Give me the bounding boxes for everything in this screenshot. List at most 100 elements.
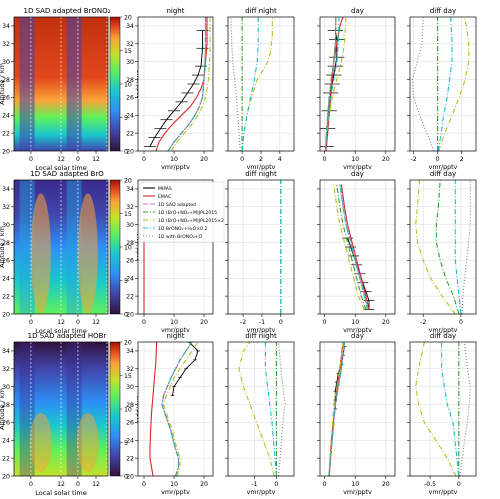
x-tick-label: 10 bbox=[351, 156, 359, 163]
x-tick-label: 0 bbox=[142, 481, 146, 488]
heatmap-panel: 1D SAD adapted BrO 20 22 24 26 28 30 32 34 0 12 0 12… bbox=[0, 170, 142, 335]
colorbar-tick-label: 10 bbox=[124, 406, 132, 413]
y-axis-label: Altitude / km bbox=[0, 388, 6, 430]
plot-area bbox=[410, 180, 476, 314]
plot-frame bbox=[137, 16, 214, 152]
y-tick-label: 24 bbox=[2, 276, 10, 283]
x-tick-label: 0 bbox=[29, 156, 33, 163]
x-tick-label: 12 bbox=[92, 481, 100, 488]
series-line bbox=[328, 342, 344, 476]
y-tick-label: 30 bbox=[2, 384, 10, 391]
series-line bbox=[149, 342, 158, 476]
plot-frame bbox=[137, 179, 214, 315]
x-tick-label: 0 bbox=[459, 319, 463, 326]
y-tick-label: 30 bbox=[2, 222, 10, 229]
plot-frame bbox=[227, 341, 295, 477]
heatmap-title: 1D SAD adapted HOBr bbox=[28, 332, 107, 340]
x-tick-label: 4 bbox=[278, 156, 282, 163]
series-line bbox=[324, 17, 340, 151]
series-line bbox=[340, 184, 369, 310]
day-maximum bbox=[77, 193, 98, 314]
x-tick-label: 0 bbox=[323, 481, 327, 488]
y-tick-label: 26 bbox=[2, 95, 10, 102]
x-axis-label: vmr/pptv bbox=[247, 164, 276, 171]
x-tick-label: -2 bbox=[420, 319, 426, 326]
series-line bbox=[241, 17, 259, 151]
x-tick-label: 0 bbox=[274, 481, 278, 488]
y-tick-label: 22 bbox=[126, 130, 134, 137]
y-tick-label: 24 bbox=[126, 276, 134, 283]
y-tick-label: 28 bbox=[2, 77, 10, 84]
series-line bbox=[437, 17, 453, 151]
y-tick-label: 22 bbox=[2, 293, 10, 300]
x-axis-label: vmr/pptv bbox=[343, 164, 372, 171]
x-tick-label: 12 bbox=[57, 156, 65, 163]
panel-title: diff night bbox=[245, 332, 277, 340]
day-maximum bbox=[30, 193, 51, 314]
legend-label: 1D BrONO₂+H₂O×0.2 bbox=[158, 226, 207, 232]
colorbar-tick-label: 10 bbox=[124, 244, 132, 251]
y-tick-label: 34 bbox=[2, 186, 10, 193]
legend: MIPAS EMAC 1D SAD adapted 1D (BrO+NO₂+M)JPL… bbox=[139, 181, 225, 243]
heatmap-panel: 1D SAD adapted BrONO₂ 20 22 24 26 28 30 32 34 0 12… bbox=[0, 7, 142, 172]
profile-panel: 0 10 20 vmr/pptv day bbox=[317, 332, 396, 496]
colorbar bbox=[109, 16, 121, 152]
night-band bbox=[19, 17, 35, 151]
panel-title: day bbox=[351, 170, 364, 178]
profile-panel: 0 10 20 vmr/pptv day bbox=[317, 7, 396, 171]
y-tick-label: 20 bbox=[2, 473, 10, 480]
y-tick-label: 28 bbox=[2, 240, 10, 247]
x-tick-label: 2 bbox=[259, 156, 263, 163]
legend-label: 1D (BrO+NO₂+M)JPL2015 bbox=[158, 210, 217, 216]
x-axis-label: vmr/pptv bbox=[161, 164, 190, 171]
plot-area bbox=[410, 17, 476, 151]
series-line bbox=[155, 17, 208, 151]
series-line bbox=[339, 184, 368, 310]
series-line bbox=[328, 342, 346, 476]
panel-title: day bbox=[351, 7, 364, 15]
panel-title: diff night bbox=[245, 7, 277, 15]
y-tick-label: 34 bbox=[126, 348, 134, 355]
y-tick-label: 20 bbox=[126, 473, 134, 480]
y-tick-label: 20 bbox=[2, 148, 10, 155]
x-tick-label: -0.5 bbox=[424, 481, 436, 488]
colorbar-tick-label: 5 bbox=[124, 278, 128, 285]
x-tick-label: 10 bbox=[351, 481, 359, 488]
y-tick-label: 24 bbox=[126, 438, 134, 445]
y-tick-label: 22 bbox=[126, 293, 134, 300]
y-tick-label: 24 bbox=[126, 113, 134, 120]
y-tick-label: 30 bbox=[2, 59, 10, 66]
x-axis-label: vmr/pptv bbox=[429, 164, 458, 171]
y-tick-label: 20 bbox=[126, 311, 134, 318]
y-tick-label: 30 bbox=[126, 384, 134, 391]
plot-frame bbox=[227, 179, 295, 315]
y-tick-label: 34 bbox=[126, 186, 134, 193]
x-tick-label: 20 bbox=[200, 156, 208, 163]
series-line bbox=[415, 180, 456, 314]
x-tick-label: 0 bbox=[457, 481, 461, 488]
x-tick-label: 20 bbox=[200, 481, 208, 488]
y-tick-label: 28 bbox=[126, 240, 134, 247]
heatmap-title: 1D SAD adapted BrO bbox=[30, 170, 104, 178]
y-axis-label: Altitude / km bbox=[0, 63, 6, 105]
colorbar-tick-label: 10 bbox=[124, 81, 132, 88]
legend-label: 1D with BrONO₂+O bbox=[158, 234, 203, 240]
y-tick-label: 22 bbox=[126, 455, 134, 462]
x-tick-label: 10 bbox=[351, 319, 359, 326]
y-tick-label: 26 bbox=[126, 95, 134, 102]
day-maximum bbox=[76, 413, 99, 472]
series-line bbox=[161, 342, 193, 476]
colorbar-tick-label: 5 bbox=[124, 440, 128, 447]
profile-panel: 20 22 24 26 28 30 32 34 0 10 20 vmr/pptv night bbox=[126, 332, 214, 496]
y-tick-label: 20 bbox=[2, 311, 10, 318]
y-tick-label: 22 bbox=[2, 455, 10, 462]
x-axis-label: vmr/pptv bbox=[343, 327, 372, 334]
y-tick-label: 24 bbox=[2, 113, 10, 120]
x-tick-label: 10 bbox=[170, 481, 178, 488]
colorbar bbox=[109, 179, 121, 315]
y-tick-label: 28 bbox=[2, 402, 10, 409]
